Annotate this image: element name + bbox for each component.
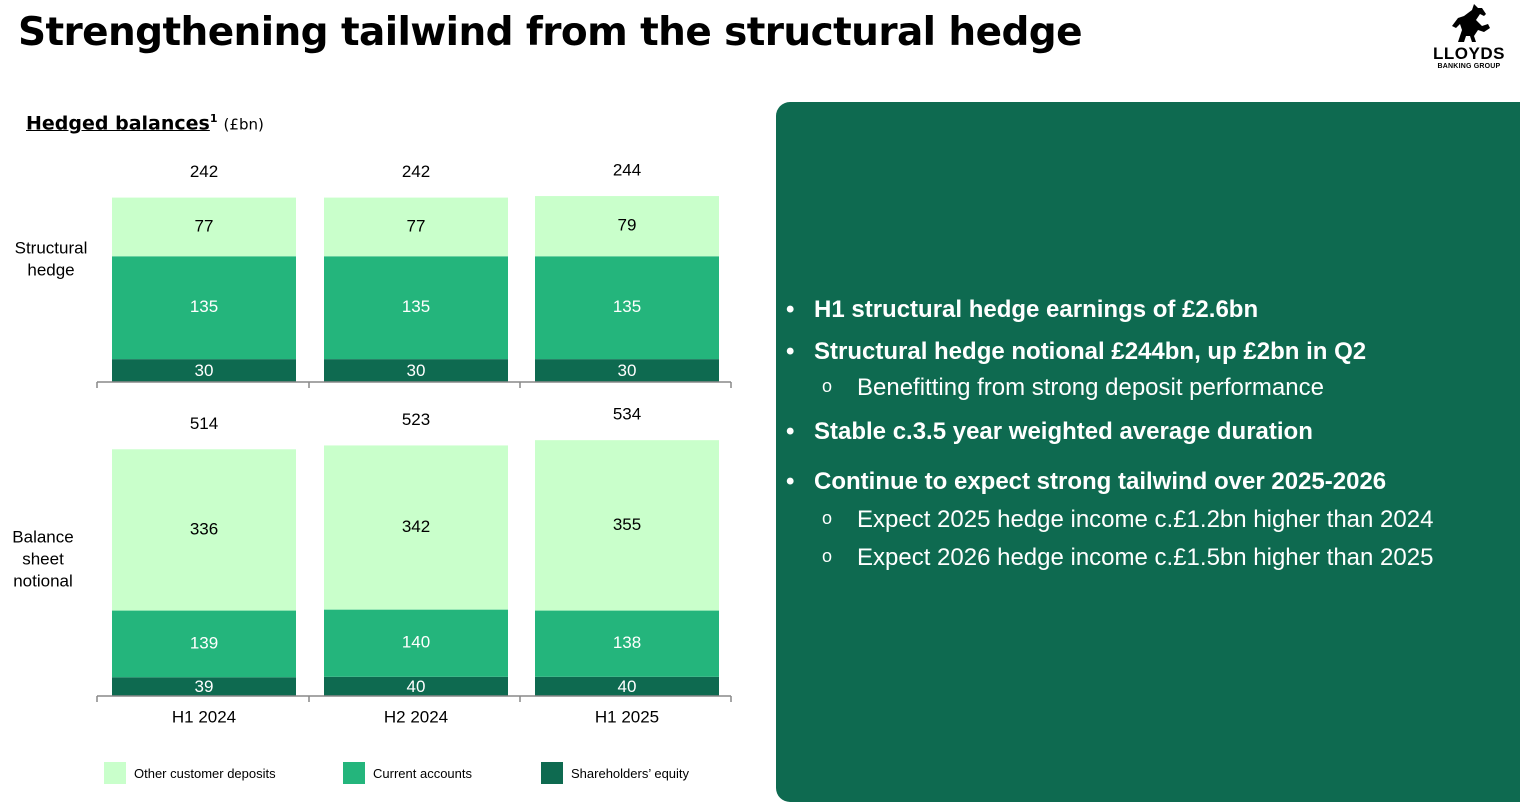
bar-structural-hedge-h2-2024-current-accounts <box>324 256 508 360</box>
hedged-balances-chart: Structural hedge 30 135 77 242 30 135 77 242 30 135… <box>12 161 732 726</box>
legend-label-shareholders-equity: Shareholders’ equity <box>571 765 690 781</box>
data-label-balance-sheet-notional-h1-2024-shareholders-equity: 39 <box>195 677 214 696</box>
data-label-structural-hedge-h1-2025-current-accounts: 135 <box>613 297 641 316</box>
data-label-balance-sheet-notional-h2-2024-current-accounts: 140 <box>402 633 430 652</box>
legend-swatch-other-deposits <box>104 762 126 784</box>
total-label-structural-hedge-h1-2024: 242 <box>190 162 218 181</box>
bullet-hedge-notional: Structural hedge notional £244bn, up £2b… <box>786 338 1433 366</box>
bar-balance-sheet-notional-h2-2024-shareholders-equity <box>324 676 508 696</box>
data-label-balance-sheet-notional-h2-2024-shareholders-equity: 40 <box>407 677 426 696</box>
data-label-balance-sheet-notional-h1-2024-current-accounts: 139 <box>190 633 218 652</box>
legend-item-current-accounts: Current accounts <box>343 762 472 784</box>
data-label-balance-sheet-notional-h1-2025-shareholders-equity: 40 <box>618 677 637 696</box>
bar-balance-sheet-notional-h1-2024-other-customer-deposits <box>112 449 296 611</box>
bar-balance-sheet-notional-h1-2025-other-customer-deposits <box>535 440 719 611</box>
legend-swatch-shareholders-equity <box>541 762 563 784</box>
data-label-structural-hedge-h2-2024-current-accounts: 135 <box>402 297 430 316</box>
bullet-duration: Stable c.3.5 year weighted average durat… <box>786 418 1433 446</box>
bar-structural-hedge-h1-2025-current-accounts <box>535 256 719 360</box>
data-label-balance-sheet-notional-h2-2024-other-customer-deposits: 342 <box>402 517 430 536</box>
chart-title: Hedged balances <box>26 112 210 135</box>
chart-unit: (£bn) <box>223 115 264 134</box>
bar-balance-sheet-notional-h1-2024-shareholders-equity <box>112 677 296 696</box>
legend-item-shareholders-equity: Shareholders’ equity <box>541 762 689 784</box>
x-tick-label-h1-2025: H1 2025 <box>595 707 659 726</box>
legend-label-other-deposits: Other customer deposits <box>134 765 276 781</box>
data-label-structural-hedge-h1-2024-current-accounts: 135 <box>190 297 218 316</box>
footnote-marker: 1 <box>209 112 218 125</box>
bullet-hedge-earnings: H1 structural hedge earnings of £2.6bn <box>786 296 1433 324</box>
row-label-structural-hedge-1: hedge <box>27 260 74 279</box>
data-label-structural-hedge-h2-2024-shareholders-equity: 30 <box>407 361 426 380</box>
sub-bullet-2025-income: Expect 2025 hedge income c.£1.2bn higher… <box>786 506 1433 534</box>
commentary-bullets: H1 structural hedge earnings of £2.6bn S… <box>786 296 1433 572</box>
row-label-balance-sheet-notional-2: notional <box>13 571 73 590</box>
bar-balance-sheet-notional-h1-2025-current-accounts <box>535 610 719 677</box>
bar-structural-hedge-h1-2024-shareholders-equity <box>112 359 296 382</box>
bar-structural-hedge-h1-2024-current-accounts <box>112 256 296 360</box>
x-tick-label-h1-2024: H1 2024 <box>172 707 236 726</box>
data-label-structural-hedge-h1-2025-shareholders-equity: 30 <box>618 361 637 380</box>
bar-balance-sheet-notional-h1-2024-current-accounts <box>112 610 296 678</box>
data-label-structural-hedge-h1-2024-other-customer-deposits: 77 <box>195 216 214 235</box>
bar-structural-hedge-h1-2025-shareholders-equity <box>535 359 719 382</box>
legend-item-other-deposits: Other customer deposits <box>104 762 276 784</box>
bar-balance-sheet-notional-h2-2024-current-accounts <box>324 609 508 677</box>
row-label-structural-hedge-0: Structural <box>15 238 88 257</box>
total-label-balance-sheet-notional-h1-2025: 534 <box>613 405 641 424</box>
legend-label-current-accounts: Current accounts <box>373 765 472 781</box>
bullet-tailwind: Continue to expect strong tailwind over … <box>786 468 1433 496</box>
total-label-balance-sheet-notional-h1-2024: 514 <box>190 414 218 433</box>
sub-bullet-deposit-performance: Benefitting from strong deposit performa… <box>786 374 1433 402</box>
bar-structural-hedge-h1-2025-other-customer-deposits <box>535 196 719 257</box>
data-label-balance-sheet-notional-h1-2024-other-customer-deposits: 336 <box>190 519 218 538</box>
bar-structural-hedge-h1-2024-other-customer-deposits <box>112 197 296 257</box>
bar-structural-hedge-h2-2024-other-customer-deposits <box>324 197 508 257</box>
data-label-balance-sheet-notional-h1-2025-other-customer-deposits: 355 <box>613 515 641 534</box>
chart-heading: Hedged balances1 (£bn) <box>26 112 264 134</box>
logo-wordmark: LLOYDS <box>1433 44 1505 63</box>
black-horse-icon <box>1452 4 1490 42</box>
total-label-balance-sheet-notional-h2-2024: 523 <box>402 410 430 429</box>
x-tick-label-h2-2024: H2 2024 <box>384 707 448 726</box>
lloyds-logo: LLOYDS BANKING GROUP <box>1426 2 1512 74</box>
logo-subtitle: BANKING GROUP <box>1437 63 1501 70</box>
bar-structural-hedge-h2-2024-shareholders-equity <box>324 359 508 382</box>
bar-balance-sheet-notional-h1-2025-shareholders-equity <box>535 676 719 696</box>
row-label-balance-sheet-notional-1: sheet <box>22 549 64 568</box>
total-label-structural-hedge-h1-2025: 244 <box>613 161 641 180</box>
bar-balance-sheet-notional-h2-2024-other-customer-deposits <box>324 445 508 610</box>
commentary-panel <box>776 102 1520 802</box>
page-title: Strengthening tailwind from the structur… <box>18 10 1083 55</box>
data-label-structural-hedge-h1-2024-shareholders-equity: 30 <box>195 361 214 380</box>
data-label-balance-sheet-notional-h1-2025-current-accounts: 138 <box>613 633 641 652</box>
legend-swatch-current-accounts <box>343 762 365 784</box>
data-label-structural-hedge-h1-2025-other-customer-deposits: 79 <box>618 216 637 235</box>
row-label-balance-sheet-notional-0: Balance <box>12 527 73 546</box>
sub-bullet-2026-income: Expect 2026 hedge income c.£1.5bn higher… <box>786 544 1433 572</box>
total-label-structural-hedge-h2-2024: 242 <box>402 162 430 181</box>
data-label-structural-hedge-h2-2024-other-customer-deposits: 77 <box>407 216 426 235</box>
